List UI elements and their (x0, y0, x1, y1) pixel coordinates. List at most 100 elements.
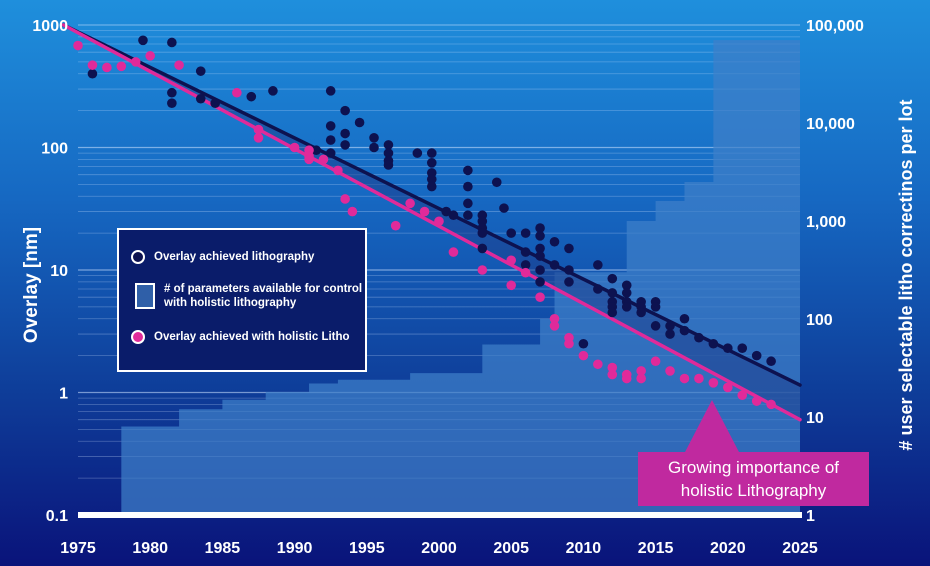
overlay-point (535, 277, 545, 287)
holistic-point (289, 142, 300, 153)
overlay-point (383, 140, 394, 150)
holistic-point (520, 267, 531, 278)
holistic-point (607, 369, 618, 380)
holistic-point (549, 321, 560, 331)
overlay-point (383, 160, 394, 170)
overlay-point (607, 307, 618, 318)
overlay-point (679, 313, 690, 324)
holistic-point (102, 62, 112, 73)
overlay-point (499, 203, 509, 213)
holistic-point (564, 338, 574, 349)
overlay-point (426, 158, 437, 168)
overlay-point (463, 181, 473, 192)
overlay-point (636, 307, 646, 318)
holistic-point (694, 373, 704, 384)
legend-label-parameters: # of parameters available for control wi… (164, 283, 363, 309)
holistic-point (333, 165, 343, 176)
overlay-point (463, 210, 473, 221)
overlay-point (694, 332, 704, 343)
overlay-point (593, 284, 603, 294)
holistic-point (650, 356, 661, 367)
overlay-point (463, 198, 473, 209)
overlay-point (87, 68, 98, 79)
y2-tick-label: 10,000 (806, 116, 855, 133)
holistic-point (116, 61, 127, 72)
overlay-point (535, 243, 545, 254)
holistic-point (304, 154, 314, 165)
overlay-point (665, 329, 675, 339)
overlay-point (650, 302, 661, 312)
legend-label-holistic: Overlay achieved with holistic Litho (154, 331, 350, 343)
holistic-point (340, 194, 350, 204)
overlay-point (621, 288, 632, 298)
x-tick-label: 1985 (205, 540, 241, 557)
holistic-trend-line (61, 23, 802, 422)
holistic-point (621, 373, 632, 384)
overlay-point (650, 321, 661, 331)
data-points (73, 35, 776, 410)
holistic-point (232, 87, 242, 98)
x-tick-label: 2000 (421, 540, 457, 557)
overlay-point (325, 121, 336, 131)
holistic-point (607, 362, 618, 373)
overlay-point (535, 223, 545, 233)
overlay-point (564, 277, 574, 287)
overlay-point (665, 321, 675, 331)
holistic-point (253, 133, 264, 143)
callout-line-2: holistic Lithography (680, 481, 827, 500)
overlay-point (520, 228, 531, 238)
x-axis-line (78, 512, 802, 518)
overlay-point (340, 128, 350, 139)
overlay-point (448, 210, 459, 221)
callout-box: Growing importance of holistic Lithograp… (638, 452, 869, 506)
overlay-point (564, 265, 574, 275)
holistic-point (751, 396, 762, 406)
overlay-point (593, 260, 603, 270)
holistic-point (253, 124, 264, 135)
holistic-point (766, 399, 776, 410)
overlay-point (708, 338, 719, 349)
holistic-point (593, 359, 603, 370)
overlay-point (311, 145, 322, 156)
overlay-point (426, 181, 437, 192)
overlay-point (426, 174, 437, 185)
holistic-point (708, 378, 719, 388)
overlay-point (520, 260, 531, 270)
overlay-point (463, 165, 473, 176)
legend-item-parameters: # of parameters available for control wi… (131, 282, 363, 310)
parameters-box-icon (135, 283, 155, 309)
overlay-point (369, 142, 379, 153)
holistic-point (174, 60, 184, 70)
holistic-point (419, 206, 430, 217)
overlay-point (520, 247, 531, 257)
legend-item-holistic: Overlay achieved with holistic Litho (131, 330, 363, 344)
holistic-point (636, 366, 646, 376)
overlay-point (607, 273, 618, 284)
overlay-point (621, 302, 632, 312)
holistic-point (390, 220, 401, 231)
y2-tick-label: 1 (806, 508, 815, 525)
legend-item-overlay: Overlay achieved lithography (131, 250, 314, 264)
y-tick-label: 0.1 (46, 508, 68, 525)
legend-label-overlay: Overlay achieved lithography (154, 251, 315, 263)
overlay-point (506, 228, 516, 238)
x-tick-label: 1980 (132, 540, 168, 557)
overlay-point (138, 35, 148, 46)
trend-lines (61, 23, 802, 454)
holistic-point (578, 350, 589, 361)
overlay-point (441, 206, 452, 217)
holistic-point (477, 265, 488, 275)
overlay-point (535, 231, 545, 241)
holistic-point (448, 247, 459, 257)
callout-arrow (684, 400, 740, 454)
overlay-point (737, 343, 748, 353)
y2-tick-label: 1,000 (806, 214, 846, 231)
x-tick-label: 1995 (349, 540, 385, 557)
holistic-point (506, 280, 516, 291)
parameters-step-area (121, 40, 800, 516)
holistic-point (549, 313, 560, 324)
overlay-point (723, 343, 733, 353)
x-tick-label: 2005 (493, 540, 529, 557)
y2-tick-label: 100 (806, 312, 833, 329)
